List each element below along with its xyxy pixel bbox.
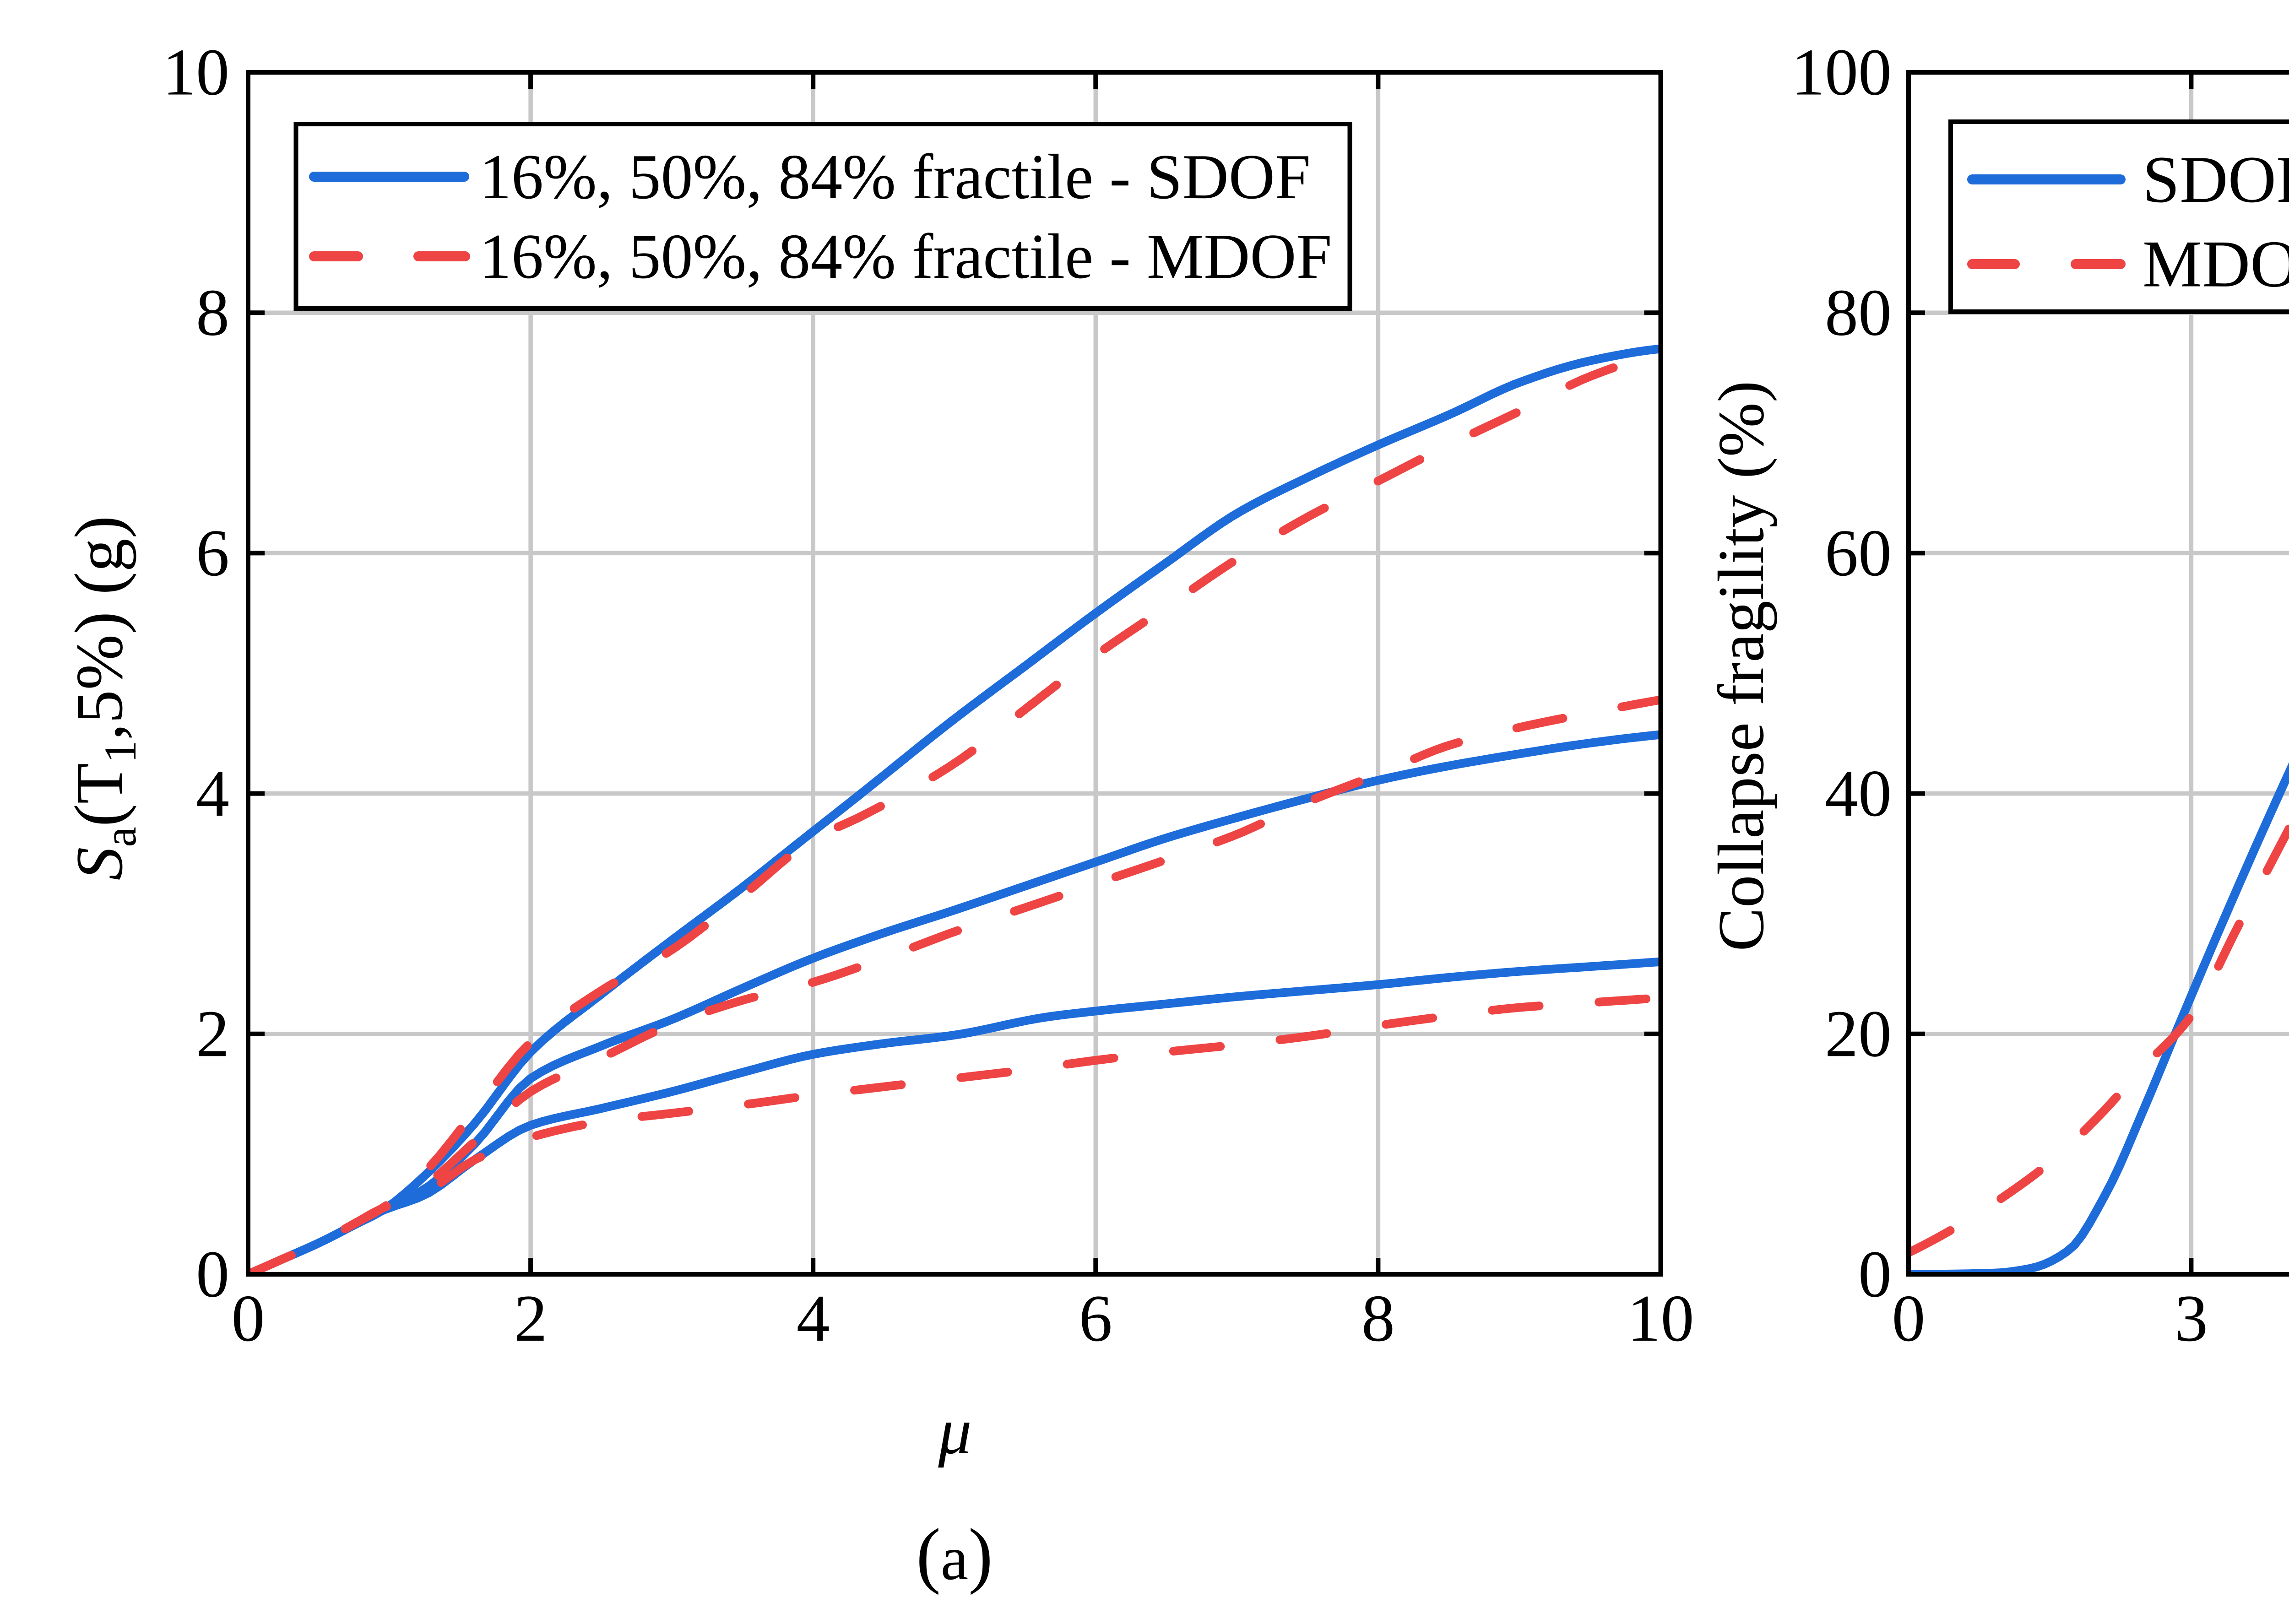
svg-text:10: 10 (1627, 1281, 1694, 1355)
svg-text:0: 0 (232, 1281, 265, 1355)
svg-text:4: 4 (797, 1281, 830, 1355)
svg-text:2: 2 (196, 996, 229, 1071)
svg-text:6: 6 (196, 516, 229, 590)
svg-text:Sa(T1,5%) (g): Sa(T1,5%) (g) (61, 515, 146, 880)
svg-text:3: 3 (2175, 1281, 2208, 1355)
svg-text:4: 4 (196, 756, 229, 830)
svg-text:0: 0 (196, 1237, 229, 1311)
svg-text:80: 80 (1825, 276, 1892, 350)
svg-text:8: 8 (196, 276, 229, 350)
svg-text:Collapse fragility (%): Collapse fragility (%) (1705, 381, 1777, 952)
svg-text:2: 2 (514, 1281, 548, 1355)
svg-text:100: 100 (1791, 35, 1892, 109)
svg-text:60: 60 (1825, 516, 1892, 590)
svg-text:8: 8 (1361, 1281, 1395, 1355)
svg-text:0: 0 (1858, 1237, 1892, 1311)
svg-text:(a): (a) (916, 1514, 993, 1595)
svg-text:16%, 50%, 84% fractile - MDOF: 16%, 50%, 84% fractile - MDOF (479, 221, 1332, 292)
svg-text:20: 20 (1825, 996, 1892, 1071)
svg-text:μ: μ (938, 1394, 971, 1468)
svg-text:SDOF: SDOF (2143, 142, 2289, 217)
svg-text:40: 40 (1825, 756, 1892, 830)
svg-text:16%, 50%, 84% fractile - SDOF: 16%, 50%, 84% fractile - SDOF (479, 141, 1311, 212)
svg-text:10: 10 (163, 35, 229, 109)
svg-text:0: 0 (1892, 1281, 1926, 1355)
svg-text:MDOF: MDOF (2143, 227, 2289, 301)
svg-text:6: 6 (1079, 1281, 1112, 1355)
